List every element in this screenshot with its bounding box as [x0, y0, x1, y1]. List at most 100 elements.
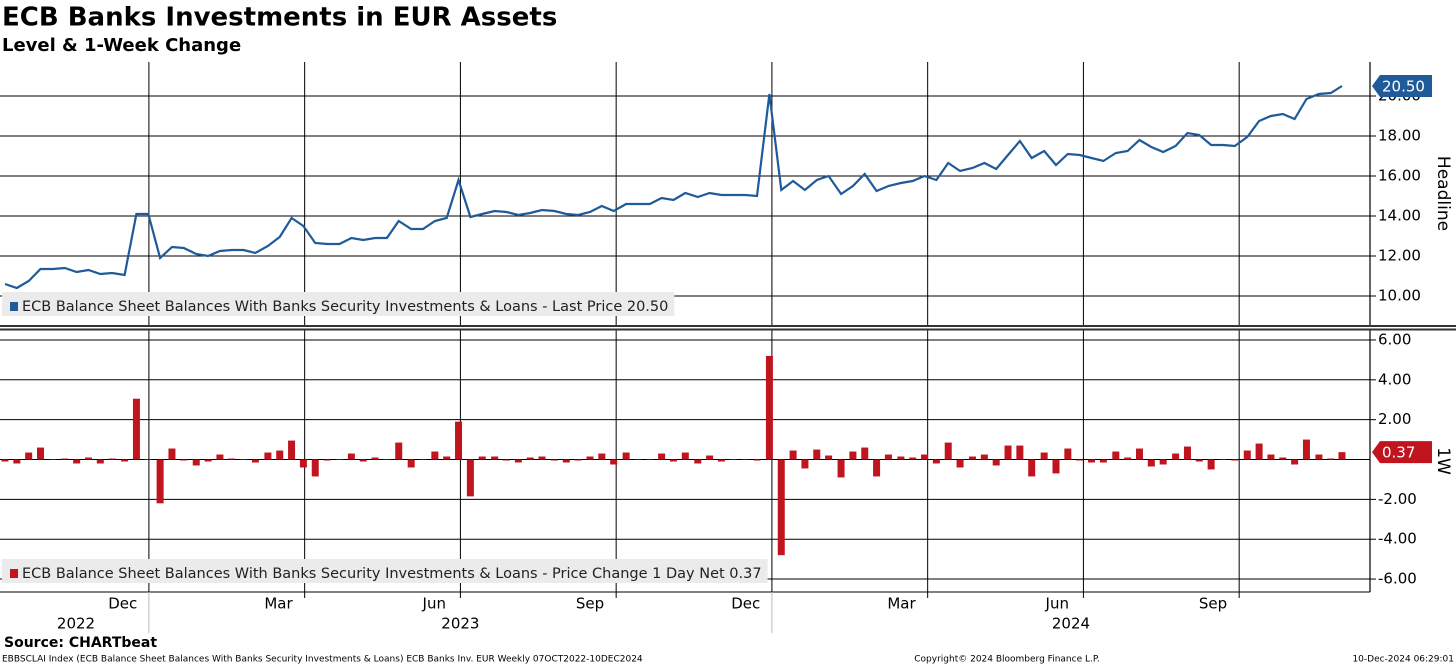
bar	[49, 459, 57, 461]
bar	[825, 455, 833, 460]
bar	[1088, 459, 1096, 463]
x-year-label: 2023	[441, 615, 479, 633]
bar	[1279, 457, 1287, 460]
bar	[610, 459, 618, 465]
y-tick-label: -6.00	[1378, 570, 1417, 588]
y-tick-label: 16.00	[1378, 167, 1421, 185]
bar	[13, 459, 21, 464]
bar	[371, 457, 379, 460]
bar	[1028, 459, 1036, 477]
bar	[694, 459, 702, 464]
bar	[192, 459, 200, 466]
last-value-tag	[1372, 441, 1432, 464]
legend-label: ECB Balance Sheet Balances With Banks Se…	[22, 299, 668, 315]
bar	[1243, 450, 1251, 460]
chart-title: ECB Banks Investments in EUR Assets	[2, 3, 557, 33]
bar	[514, 459, 522, 463]
bar	[1064, 448, 1072, 460]
bar	[288, 440, 296, 460]
y-axis-label: 1W	[1433, 447, 1453, 475]
x-tick-label: Jun	[1045, 595, 1069, 613]
bar	[466, 459, 474, 497]
bar	[168, 448, 176, 460]
legend-swatch	[10, 302, 18, 311]
bar	[669, 459, 677, 462]
bar	[419, 459, 427, 461]
bar	[1327, 458, 1335, 460]
bar	[84, 457, 92, 460]
bar	[264, 452, 272, 460]
bar	[228, 458, 236, 460]
x-tick-label: Dec	[731, 595, 760, 613]
bar	[658, 453, 666, 460]
bar	[789, 450, 797, 460]
source: Source: CHARTbeat	[4, 635, 157, 651]
bar	[25, 452, 33, 460]
bar	[1147, 459, 1155, 467]
bar	[443, 456, 451, 460]
bar	[598, 453, 606, 460]
x-tick-label: Mar	[887, 595, 916, 613]
bar	[909, 457, 917, 460]
bar	[1099, 459, 1107, 463]
bar	[1, 459, 9, 462]
bar	[323, 459, 331, 461]
y-tick-label: 10.00	[1378, 287, 1421, 305]
bar	[216, 454, 224, 460]
bar	[562, 459, 570, 463]
footer-center: Copyright© 2024 Bloomberg Finance L.P.	[914, 655, 1099, 665]
bar	[336, 459, 344, 461]
y-tick-label: 12.00	[1378, 247, 1421, 265]
last-value-label: 0.37	[1382, 444, 1415, 462]
bar	[1195, 459, 1203, 462]
bar	[1219, 459, 1227, 461]
last-value-tag	[1372, 75, 1432, 97]
bar	[921, 454, 929, 460]
bar	[383, 459, 391, 461]
bar	[992, 459, 1000, 466]
bar	[1338, 452, 1346, 460]
bar	[753, 459, 761, 461]
x-tick-label: Dec	[108, 595, 137, 613]
bar	[1231, 459, 1239, 461]
y-tick-label: 18.00	[1378, 127, 1421, 145]
bar	[634, 459, 642, 461]
bar	[108, 458, 116, 460]
bar	[873, 459, 881, 477]
bar	[574, 459, 582, 461]
y-tick-label: 6.00	[1378, 330, 1411, 348]
x-tick-label: Jun	[422, 595, 446, 613]
bar	[1076, 459, 1084, 461]
bar	[969, 456, 977, 460]
bar	[132, 398, 140, 460]
bar	[1172, 453, 1180, 460]
legend-swatch	[10, 569, 18, 578]
bar	[1267, 454, 1275, 460]
bar	[347, 453, 355, 460]
bar	[36, 447, 44, 460]
bar	[801, 459, 809, 469]
y-axis-label: Headline	[1433, 156, 1453, 231]
bar	[837, 459, 845, 478]
footer-right: 10-Dec-2024 06:29:01	[1352, 655, 1454, 665]
bar	[849, 451, 857, 460]
bar	[586, 456, 594, 460]
x-tick-label: Mar	[264, 595, 293, 613]
bar	[1124, 457, 1132, 460]
bar	[550, 459, 558, 461]
footer-left: EBBSCLAI Index (ECB Balance Sheet Balanc…	[2, 655, 643, 665]
bar	[706, 455, 714, 460]
bar	[431, 451, 439, 460]
x-tick-label: Sep	[1199, 595, 1227, 613]
y-tick-label: -4.00	[1378, 530, 1417, 548]
bar	[478, 456, 486, 460]
line	[4, 85, 1343, 290]
bar	[1302, 439, 1310, 460]
bar	[1159, 459, 1167, 465]
bar	[1255, 443, 1263, 460]
bar	[980, 454, 988, 460]
bar	[813, 449, 821, 460]
bar	[1004, 445, 1012, 460]
bar	[73, 459, 81, 464]
